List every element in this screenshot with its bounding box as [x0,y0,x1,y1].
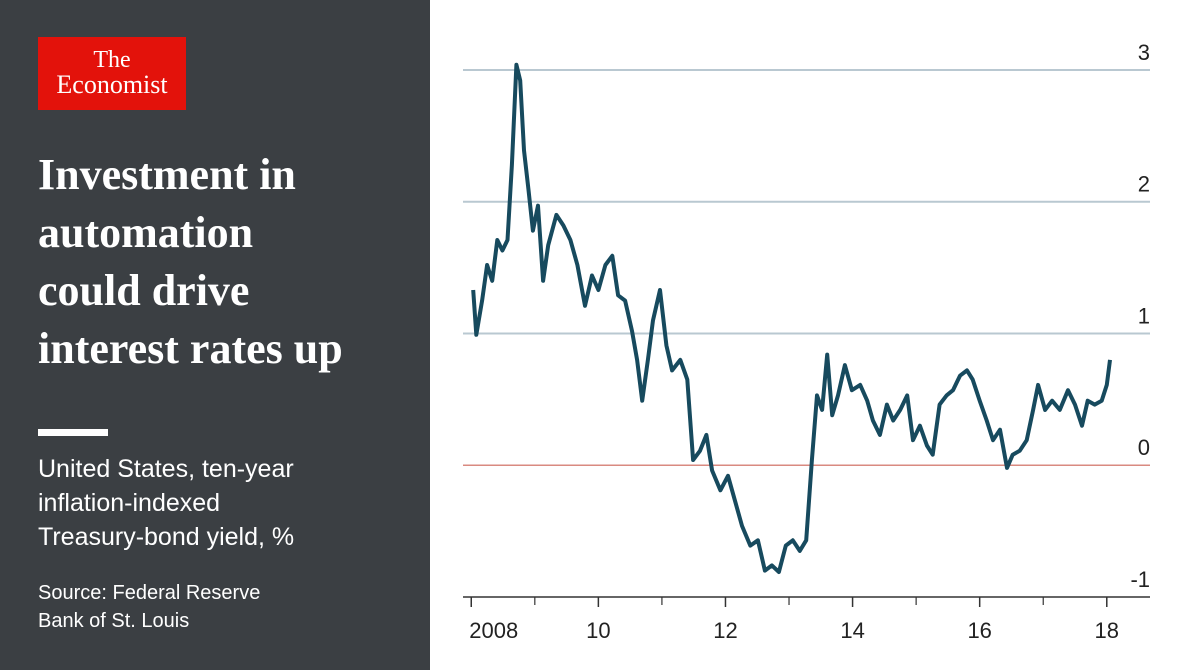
side-panel: The Economist Investment in automation cou… [0,0,430,670]
y-tick-label: 1 [1138,303,1150,328]
title-line: interest rates up [38,324,343,373]
subtitle-line: inflation-indexed [38,489,221,517]
line [471,62,1112,574]
title-line: could drive [38,266,250,315]
subtitle-line: United States, ten-year [38,455,294,483]
logo: The Economist [38,37,186,110]
logo-text: The [93,47,131,73]
x-tick-label: 18 [1095,618,1119,643]
x-tick-label: 16 [967,618,991,643]
title-line: automation [38,208,254,257]
source-line: Source: Federal Reserve [38,582,261,604]
x-tick-label: 2008 [469,618,518,643]
divider [38,429,108,436]
subtitle-line: Treasury-bond yield, % [38,523,295,551]
logo-text: Economist [56,70,168,99]
x-tick-label: 14 [840,618,864,643]
y-tick-label: 0 [1138,435,1150,460]
y-tick-label: -1 [1130,567,1150,592]
chart-subtitle: United States, ten-year inflation-indexed… [38,452,294,554]
title-line: Investment in [38,150,296,199]
x-tick-label: 10 [586,618,610,643]
y-tick-label: 3 [1138,40,1150,65]
source: Source: Federal Reserve Bank of St. Louis [38,579,260,635]
y-tick-label: 2 [1138,172,1150,197]
source-line: Bank of St. Louis [38,610,190,632]
chart-title: Investment in automation could drive intere… [38,146,343,378]
x-tick-label: 12 [713,618,737,643]
